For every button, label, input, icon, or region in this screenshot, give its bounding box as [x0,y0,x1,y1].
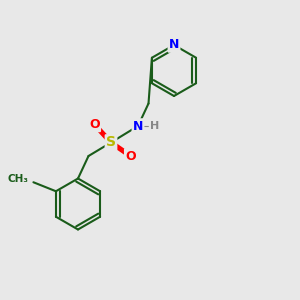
Text: H: H [150,121,159,131]
Text: O: O [125,149,136,163]
Text: N: N [133,119,143,133]
Text: N: N [169,38,179,52]
Text: S: S [106,136,116,149]
Text: CH₃: CH₃ [8,174,29,184]
Text: O: O [89,118,100,131]
